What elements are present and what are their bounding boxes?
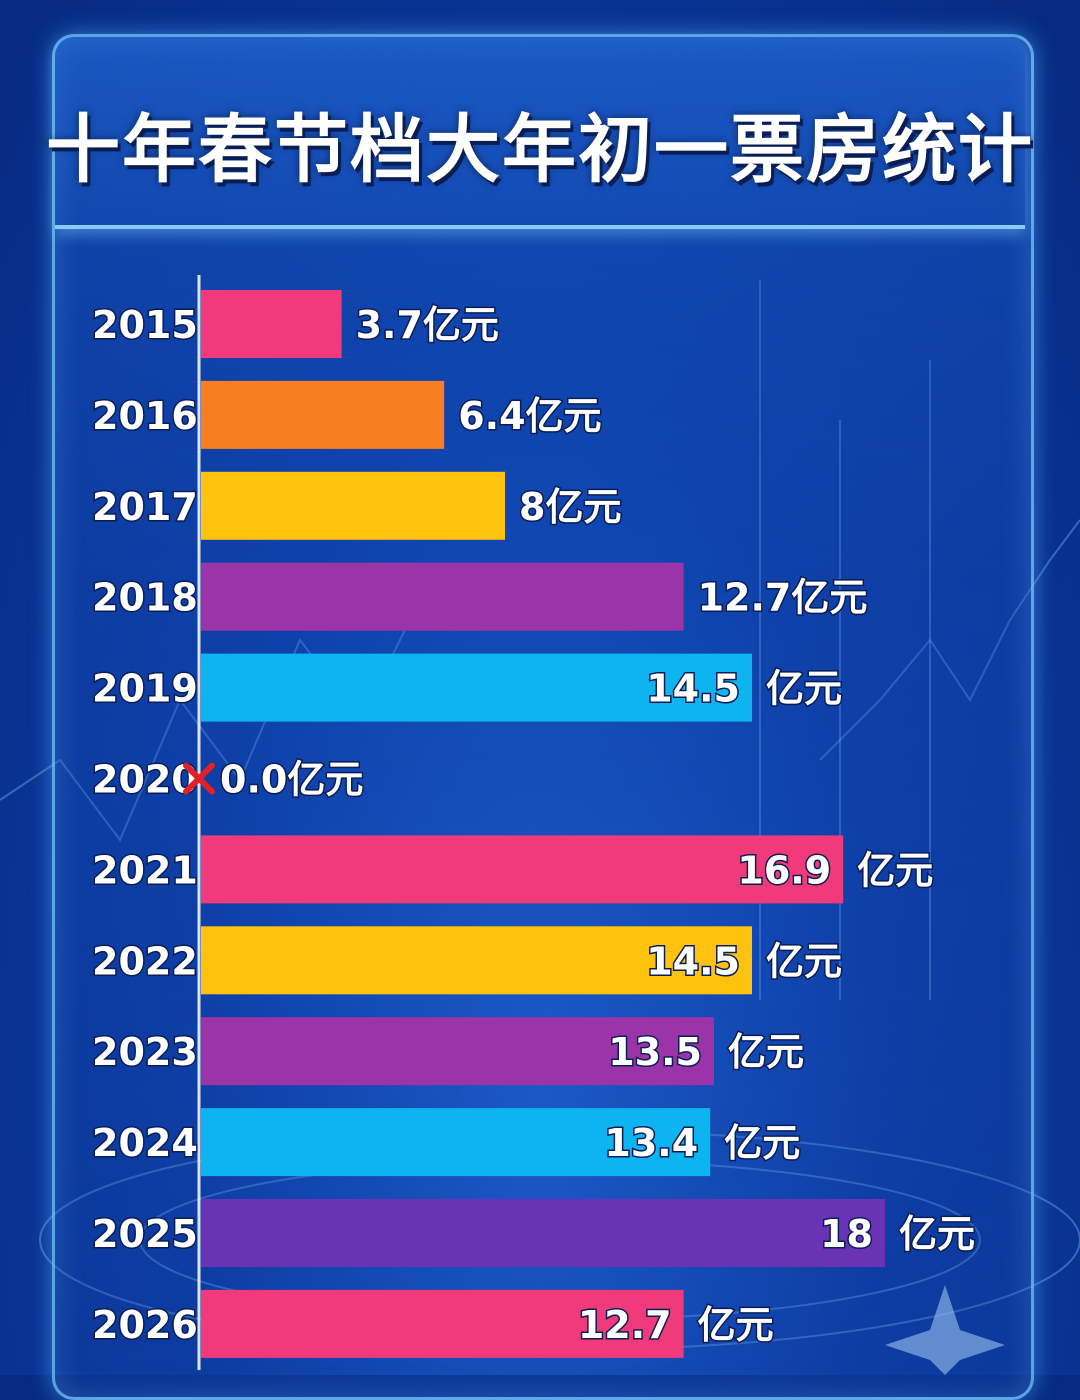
value-label: 16.9 [737, 848, 831, 892]
unit-label: 亿元 [899, 1212, 975, 1256]
value-label: 13.4 [604, 1121, 698, 1165]
value-label: 6.4亿元 [458, 394, 601, 438]
unit-label: 亿元 [698, 1303, 774, 1347]
bar [201, 1289, 684, 1358]
value-label: 12.7 [578, 1303, 672, 1347]
year-label: 2026 [92, 1303, 198, 1347]
year-label: 2021 [92, 848, 198, 892]
unit-label: 亿元 [766, 667, 842, 711]
value-label: 0.0亿元 [220, 758, 363, 802]
unit-label: 亿元 [857, 848, 933, 892]
bar [201, 1017, 714, 1086]
unit-label: 亿元 [728, 1030, 804, 1074]
year-label: 2025 [92, 1212, 198, 1256]
year-label: 2017 [92, 485, 198, 529]
unit-label: 亿元 [724, 1121, 800, 1165]
unit-label: 亿元 [766, 939, 842, 983]
value-label: 8亿元 [519, 485, 621, 529]
bar [201, 835, 844, 904]
year-label: 2015 [92, 303, 198, 347]
value-label: 14.5 [646, 667, 740, 711]
bar [201, 290, 342, 358]
bar [201, 926, 752, 995]
value-label: 12.7亿元 [698, 576, 868, 620]
value-label: 18 [820, 1212, 873, 1256]
bar [201, 653, 752, 722]
year-label: 2020 [92, 758, 198, 802]
value-label: 13.5 [608, 1030, 702, 1074]
bar [201, 1108, 711, 1177]
bar [201, 471, 505, 540]
year-label: 2018 [92, 576, 198, 620]
year-label: 2022 [92, 939, 198, 983]
year-label: 2024 [92, 1121, 198, 1165]
bar [201, 380, 445, 449]
year-label: 2023 [92, 1030, 198, 1074]
bar [201, 562, 684, 631]
year-label: 2016 [92, 394, 198, 438]
year-label: 2019 [92, 667, 198, 711]
title-bar [55, 37, 1025, 229]
bar [201, 1199, 885, 1267]
red-x-icon [183, 762, 215, 795]
chart-title: 十年春节档大年初一票房统计 [46, 107, 1034, 193]
value-label: 14.5 [646, 939, 740, 983]
value-label: 3.7亿元 [356, 303, 499, 347]
